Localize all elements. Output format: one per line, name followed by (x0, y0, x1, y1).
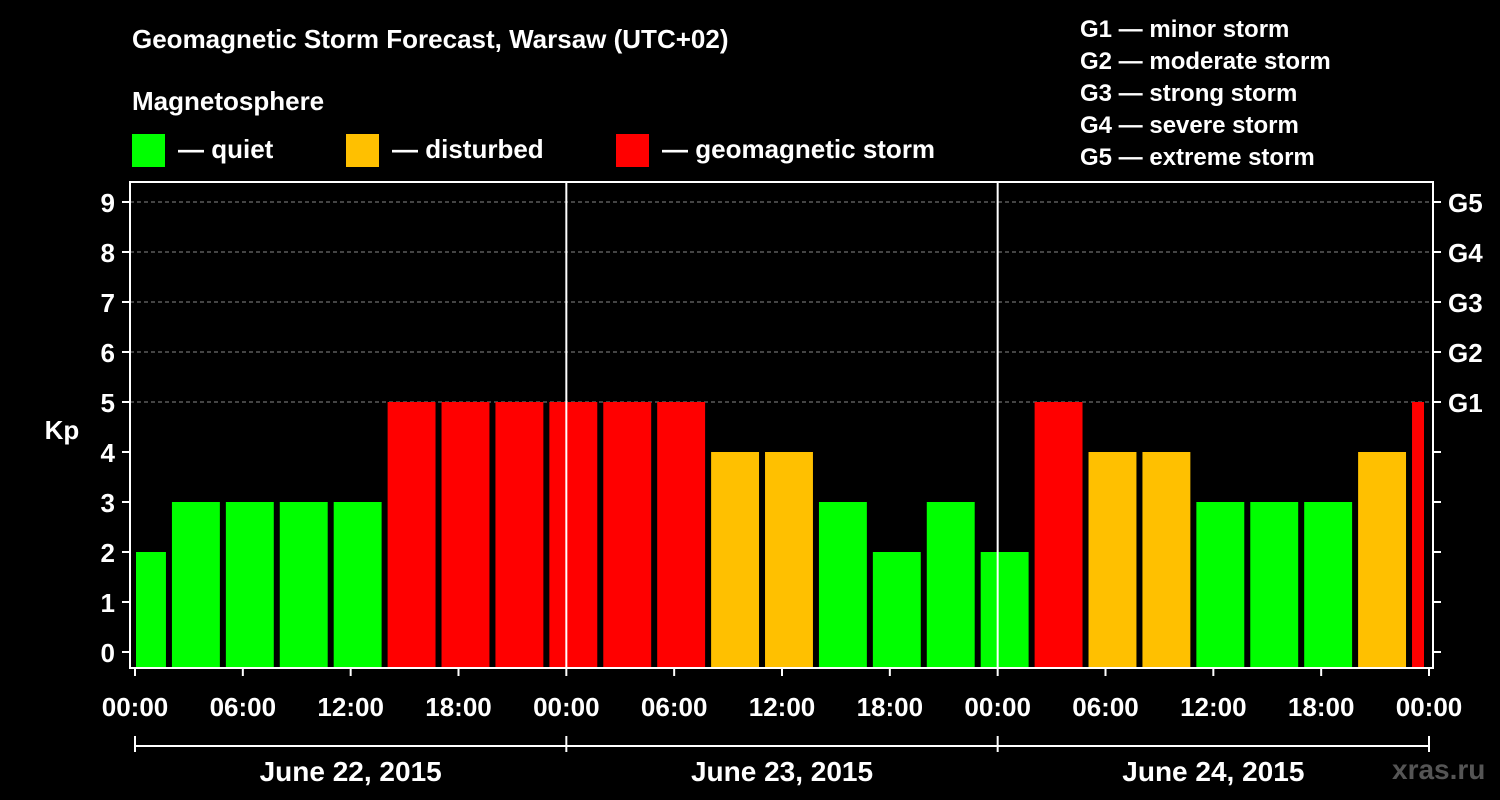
kp-bar (279, 502, 328, 668)
x-tick-label: 18:00 (425, 692, 492, 722)
x-tick-label: 00:00 (964, 692, 1031, 722)
kp-bar (136, 552, 166, 668)
legend-label-disturbed: — disturbed (392, 134, 544, 164)
g-tick-label: G3 (1448, 288, 1483, 318)
kp-bar (333, 502, 382, 668)
chart-subtitle: Magnetosphere (132, 86, 325, 116)
x-tick-label: 00:00 (533, 692, 600, 722)
legend-swatch-disturbed (346, 134, 379, 167)
y-tick-label: 5 (101, 388, 115, 418)
g-legend-item-g1: G1 — minor storm (1080, 16, 1290, 43)
g-tick-label: G1 (1448, 388, 1483, 418)
x-tick-label: 06:00 (641, 692, 708, 722)
legend-label-quiet: — quiet (178, 134, 274, 164)
x-tick-label: 00:00 (1396, 692, 1463, 722)
day-label: June 24, 2015 (1122, 756, 1304, 787)
day-label: June 22, 2015 (260, 756, 442, 787)
kp-bar (1304, 502, 1353, 668)
y-tick-label: 1 (101, 588, 115, 618)
g-legend-item-g3: G3 — strong storm (1080, 80, 1298, 107)
chart-title: Geomagnetic Storm Forecast, Warsaw (UTC+… (132, 24, 729, 54)
y-tick-label: 6 (101, 338, 115, 368)
x-tick-label: 12:00 (749, 692, 816, 722)
g-legend-item-g4: G4 — severe storm (1080, 112, 1299, 139)
g-tick-label: G5 (1448, 188, 1483, 218)
kp-bar (1034, 402, 1083, 668)
y-tick-label: 4 (101, 438, 116, 468)
day-label: June 23, 2015 (691, 756, 873, 787)
kp-bar (818, 502, 867, 668)
y-tick-label: 9 (101, 188, 115, 218)
g-scale-legend: G1 — minor storm G2 — moderate storm G3 … (1080, 14, 1331, 174)
kp-bar (657, 402, 706, 668)
kp-bar (549, 402, 598, 668)
legend-swatch-quiet (132, 134, 165, 167)
kp-bar (1088, 452, 1137, 668)
x-tick-label: 18:00 (1288, 692, 1355, 722)
kp-bar (603, 402, 652, 668)
y-axis-label: Kp (45, 415, 80, 445)
kp-bar (1358, 452, 1407, 668)
watermark: xras.ru (1392, 754, 1486, 785)
kp-bar (1142, 452, 1191, 668)
y-tick-label: 7 (101, 288, 115, 318)
kp-bar (495, 402, 544, 668)
g-tick-label: G4 (1448, 238, 1483, 268)
y-tick-label: 0 (101, 638, 115, 668)
y-tick-label: 2 (101, 538, 115, 568)
legend-label-storm: — geomagnetic storm (662, 134, 936, 164)
kp-bar (1196, 502, 1245, 668)
x-tick-label: 06:00 (1072, 692, 1139, 722)
x-tick-label: 06:00 (210, 692, 277, 722)
g-tick-label: G2 (1448, 338, 1483, 368)
kp-bar (171, 502, 220, 668)
kp-bar (1412, 402, 1424, 668)
x-tick-label: 12:00 (1180, 692, 1247, 722)
x-tick-label: 00:00 (102, 692, 169, 722)
legend-swatch-storm (616, 134, 649, 167)
kp-bar (711, 452, 760, 668)
g-legend-item-g5: G5 — extreme storm (1080, 144, 1315, 171)
y-tick-label: 8 (101, 238, 115, 268)
kp-bar (225, 502, 274, 668)
kp-bar (872, 552, 921, 668)
kp-bar (387, 402, 436, 668)
kp-bar (765, 452, 813, 668)
kp-bar (1250, 502, 1299, 668)
kp-bar (441, 402, 490, 668)
kp-bar (926, 502, 975, 668)
g-legend-item-g2: G2 — moderate storm (1080, 48, 1331, 75)
x-tick-label: 18:00 (857, 692, 924, 722)
kp-bar (980, 552, 1029, 668)
y-tick-label: 3 (101, 488, 115, 518)
x-tick-label: 12:00 (317, 692, 384, 722)
